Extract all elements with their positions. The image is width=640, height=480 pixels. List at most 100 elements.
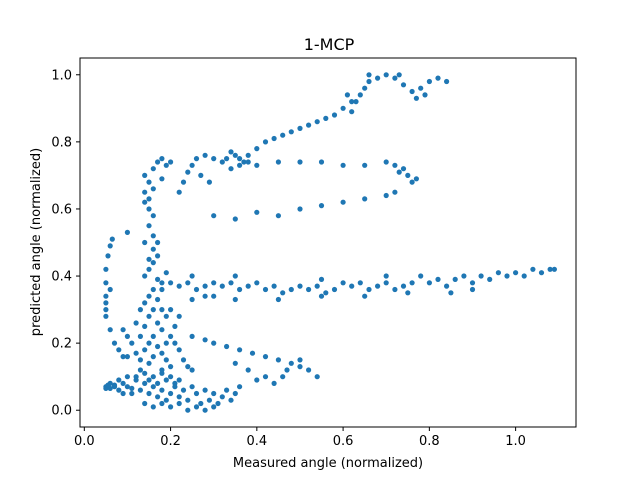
data-point [163,313,169,319]
data-point [219,283,225,289]
data-point [185,397,191,403]
data-point [262,286,269,293]
data-point [241,159,247,165]
data-point [133,350,139,356]
data-point [426,78,432,85]
data-point [254,209,260,215]
data-point [193,156,200,162]
data-point [189,384,195,390]
data-point [155,343,161,350]
data-point [176,377,182,383]
data-point [211,213,217,219]
data-point [383,273,389,279]
x-tick-label: 0.4 [246,434,267,449]
data-point [176,394,182,400]
data-point [448,290,454,296]
data-point [155,239,161,246]
data-point [362,162,368,168]
data-point [168,364,174,370]
data-point [413,176,419,182]
data-point [103,293,109,299]
data-point [159,176,165,182]
data-point [146,206,152,212]
data-point [159,327,165,333]
data-point [444,283,450,289]
chart-title: 1-MCP [304,35,355,54]
data-point [107,327,113,333]
data-point [409,179,415,185]
data-point [163,397,169,403]
data-point [297,283,303,289]
data-point [103,280,109,286]
data-point [232,296,238,303]
data-point [185,169,191,175]
data-point [146,266,152,272]
data-point [362,293,368,299]
data-point [211,390,217,397]
x-tick-label: 1.0 [505,434,526,449]
data-point [331,112,338,118]
data-point [168,404,174,410]
data-point [198,400,204,407]
data-point [383,72,389,78]
x-tick-label: 0.2 [160,434,181,449]
y-tick-label: 0.2 [51,337,72,352]
data-point [155,276,161,282]
data-point [137,367,143,373]
data-point [202,407,208,413]
data-point [180,179,187,185]
data-point [189,367,195,373]
data-point [271,380,277,386]
y-tick-label: 0.4 [51,270,72,285]
x-tick-label: 0.6 [333,434,354,449]
data-point [163,340,169,346]
data-point [323,115,329,121]
data-point [211,293,217,299]
data-point [150,384,156,390]
data-point [314,119,320,125]
data-point [185,407,191,413]
data-point [547,266,553,272]
data-point [120,380,126,386]
data-point [103,266,109,272]
y-axis-label: predicted angle (normalized) [29,148,44,336]
data-point [137,387,143,393]
data-point [155,394,161,400]
data-point [202,337,208,343]
data-point [228,149,234,155]
data-point [180,387,187,393]
data-point [275,357,281,363]
data-point [206,179,212,185]
data-point [349,109,355,115]
data-point [146,293,152,299]
data-point [530,266,536,272]
data-point [504,273,510,279]
data-point [150,233,156,239]
y-tick-label: 0.0 [51,404,72,419]
data-point [237,162,243,168]
data-point [155,253,161,259]
data-point [159,367,165,373]
data-point [280,374,286,380]
data-point [461,273,467,279]
data-point [383,159,389,165]
data-point [189,333,195,339]
data-point [176,283,182,289]
data-point [340,105,346,111]
data-point [314,283,320,289]
data-point [168,307,174,313]
data-point [362,85,368,91]
data-point [409,88,415,95]
data-point [405,172,411,178]
data-point [150,186,156,192]
data-point [142,189,148,195]
data-point [150,404,156,410]
data-point [306,367,312,373]
data-point [232,390,238,397]
data-point [176,347,182,353]
data-point [400,283,407,289]
data-point [254,162,260,168]
data-point [185,364,191,370]
data-point [513,270,519,276]
data-point [163,162,169,168]
